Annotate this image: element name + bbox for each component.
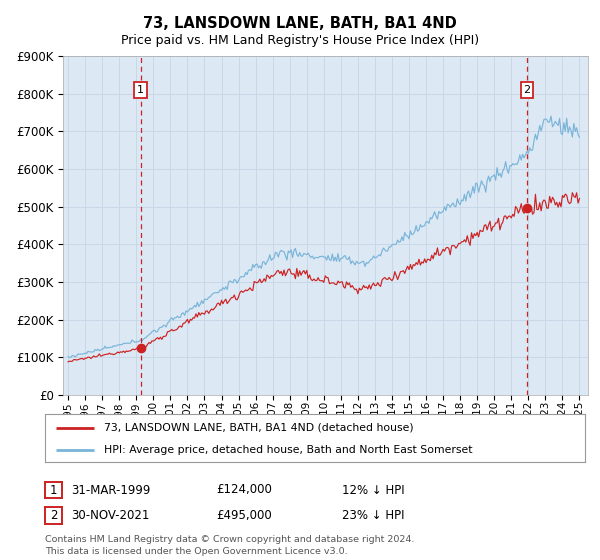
Text: Contains HM Land Registry data © Crown copyright and database right 2024.
This d: Contains HM Land Registry data © Crown c…	[45, 535, 415, 556]
Text: 2: 2	[50, 508, 57, 522]
Text: 1: 1	[50, 483, 57, 497]
Text: HPI: Average price, detached house, Bath and North East Somerset: HPI: Average price, detached house, Bath…	[104, 445, 473, 455]
Text: £124,000: £124,000	[216, 483, 272, 497]
Text: 73, LANSDOWN LANE, BATH, BA1 4ND: 73, LANSDOWN LANE, BATH, BA1 4ND	[143, 16, 457, 31]
Text: 2: 2	[523, 85, 530, 95]
Text: 1: 1	[137, 85, 144, 95]
Text: 12% ↓ HPI: 12% ↓ HPI	[342, 483, 404, 497]
Text: 23% ↓ HPI: 23% ↓ HPI	[342, 508, 404, 522]
Text: 31-MAR-1999: 31-MAR-1999	[71, 483, 150, 497]
Text: 73, LANSDOWN LANE, BATH, BA1 4ND (detached house): 73, LANSDOWN LANE, BATH, BA1 4ND (detach…	[104, 423, 414, 433]
Text: Price paid vs. HM Land Registry's House Price Index (HPI): Price paid vs. HM Land Registry's House …	[121, 34, 479, 46]
Text: 30-NOV-2021: 30-NOV-2021	[71, 508, 149, 522]
Text: £495,000: £495,000	[216, 508, 272, 522]
